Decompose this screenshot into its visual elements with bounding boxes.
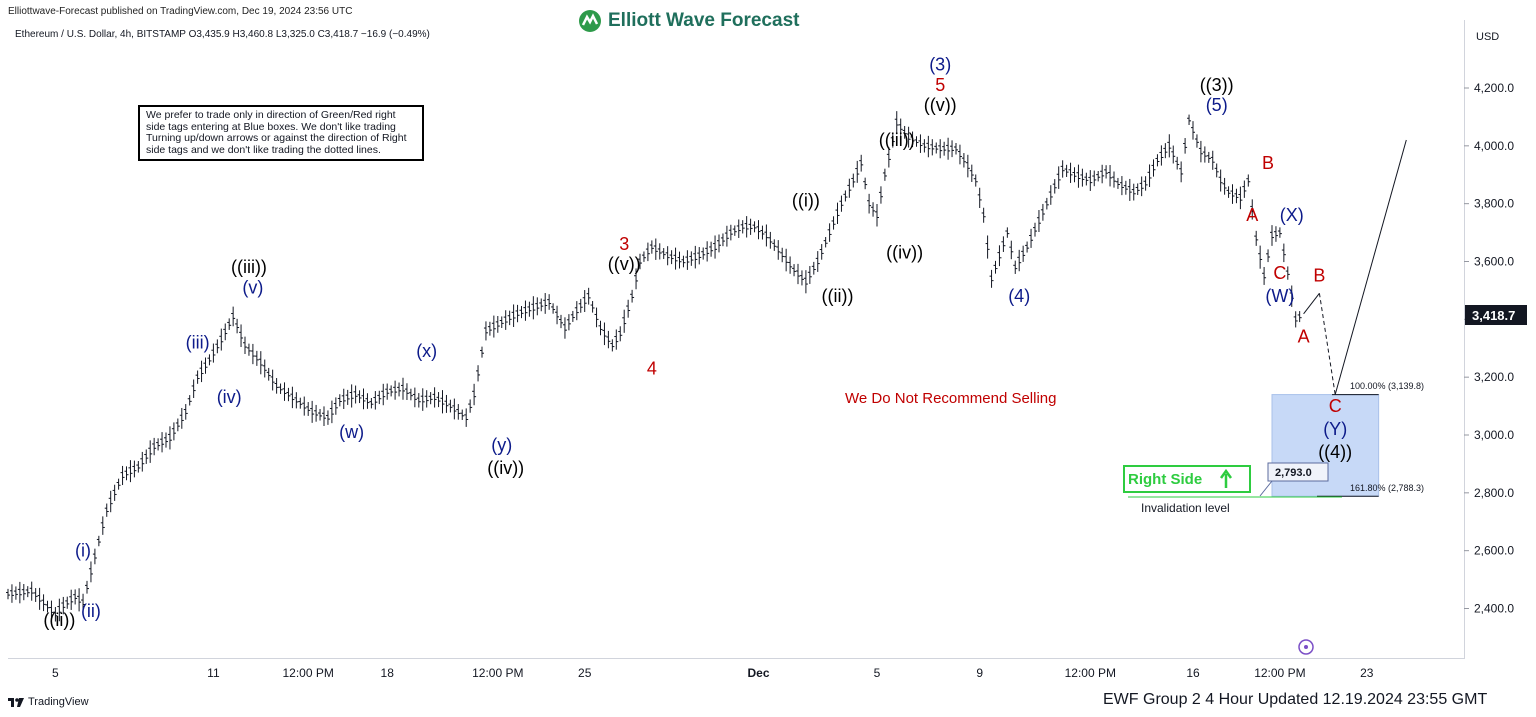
brand-name: Elliott Wave Forecast — [608, 10, 800, 31]
projection-leg-b — [1303, 293, 1320, 315]
wave-label: ((v)) — [924, 95, 957, 115]
wave-label: ((v)) — [608, 254, 641, 274]
wave-label: (X) — [1280, 205, 1304, 225]
y-tick-label: 2,600.0 — [1474, 544, 1514, 558]
tradingview-label: TradingView — [28, 696, 89, 708]
arrow-up-icon — [1219, 468, 1233, 488]
x-tick-label: Dec — [747, 666, 769, 680]
x-tick-label: 18 — [381, 666, 395, 680]
wave-label: (4) — [1008, 286, 1030, 306]
wave-label: ((i)) — [792, 191, 820, 211]
wave-label: (v) — [242, 277, 263, 297]
x-tick-label: 25 — [578, 666, 592, 680]
y-tick-label: 3,800.0 — [1474, 197, 1514, 211]
wave-label: ((iv)) — [487, 458, 524, 478]
crosshair-target-icon[interactable] — [1298, 639, 1314, 655]
y-tick-label: 2,400.0 — [1474, 602, 1514, 616]
wave-label: ((iii)) — [879, 130, 915, 150]
wave-label: ((iii)) — [231, 257, 267, 277]
wave-label: (i) — [75, 540, 91, 560]
fib-100-label: 100.00% (3,139.8) — [1350, 381, 1424, 391]
tradingview-brand[interactable]: TradingView — [8, 696, 89, 708]
invalidation-value: 2,793.0 — [1275, 467, 1312, 479]
y-tick-label: 2,800.0 — [1474, 486, 1514, 500]
y-tick-label: 4,200.0 — [1474, 81, 1514, 95]
x-tick-label: 23 — [1360, 666, 1374, 680]
right-side-label: Right Side — [1128, 471, 1202, 488]
wave-label: B — [1313, 266, 1325, 286]
wave-label: (W) — [1265, 286, 1294, 306]
trading-note: We prefer to trade only in direction of … — [138, 105, 424, 161]
symbol-ohlc-line: Ethereum / U.S. Dollar, 4h, BITSTAMP O3,… — [15, 29, 430, 40]
projection-leg-up — [1334, 139, 1407, 395]
x-tick-label: 12:00 PM — [1065, 666, 1116, 680]
wave-label: (ii) — [81, 601, 101, 621]
x-tick-label: 11 — [207, 666, 220, 680]
price-chart[interactable]: ((ii))(i)(ii)(iii)(iv)((iii))(v)(w)(x)(y… — [0, 0, 1536, 690]
wave-label: (3) — [929, 55, 951, 75]
invalidation-value-tag — [1267, 462, 1329, 482]
projection-leg-c-dotted — [1318, 293, 1336, 395]
not-recommend-selling-text: We Do Not Recommend Selling — [845, 390, 1056, 407]
wave-label: 5 — [935, 75, 945, 95]
last-price-tag — [1465, 305, 1527, 325]
x-tick-label: 12:00 PM — [283, 666, 334, 680]
x-tick-label: 12:00 PM — [1254, 666, 1305, 680]
published-by: Elliottwave-Forecast published on Tradin… — [8, 6, 353, 17]
wave-label: (iv) — [217, 387, 242, 407]
right-side-tag — [1123, 465, 1251, 493]
y-tick-label: 4,000.0 — [1474, 139, 1514, 153]
wave-label: ((ii)) — [822, 286, 854, 306]
invalidation-pointer — [1259, 480, 1273, 497]
y-tick-label: 3,200.0 — [1474, 370, 1514, 384]
wave-label: C — [1329, 396, 1342, 416]
wave-label: 4 — [647, 358, 657, 378]
update-footer: EWF Group 2 4 Hour Updated 12.19.2024 23… — [1103, 691, 1488, 708]
last-price-value: 3,418.7 — [1472, 308, 1515, 323]
wave-label: (w) — [339, 422, 364, 442]
wave-label: A — [1246, 205, 1258, 225]
ewf-logo-icon — [579, 10, 601, 32]
wave-label: 3 — [619, 234, 629, 254]
tradingview-logo-icon — [8, 698, 24, 707]
wave-label: (5) — [1206, 95, 1228, 115]
wave-label: ((3)) — [1200, 75, 1234, 95]
brand-logo: Elliott Wave Forecast — [578, 6, 799, 36]
chart-area[interactable] — [8, 20, 1465, 659]
wave-label: ((4)) — [1318, 442, 1352, 462]
wave-label: (x) — [416, 341, 437, 361]
wave-label: B — [1262, 153, 1274, 173]
x-tick-label: 5 — [874, 666, 881, 680]
wave-label: (iii) — [186, 332, 210, 352]
x-tick-label: 9 — [976, 666, 983, 680]
x-tick-label: 16 — [1186, 666, 1200, 680]
x-tick-label: 12:00 PM — [472, 666, 523, 680]
wave-label: ((iv)) — [886, 243, 923, 263]
invalidation-label: Invalidation level — [1141, 501, 1230, 515]
y-tick-label: 3,600.0 — [1474, 255, 1514, 269]
wave-label: C — [1273, 263, 1286, 283]
fib-161-label: 161.80% (2,788.3) — [1350, 483, 1424, 493]
x-tick-label: 5 — [52, 666, 59, 680]
currency-label[interactable]: USD — [1476, 31, 1500, 43]
y-tick-label: 3,000.0 — [1474, 428, 1514, 442]
wave-label: A — [1298, 326, 1310, 346]
wave-label: (Y) — [1323, 419, 1347, 439]
wave-label: ((ii)) — [43, 610, 75, 630]
wave-label: (y) — [491, 435, 512, 455]
